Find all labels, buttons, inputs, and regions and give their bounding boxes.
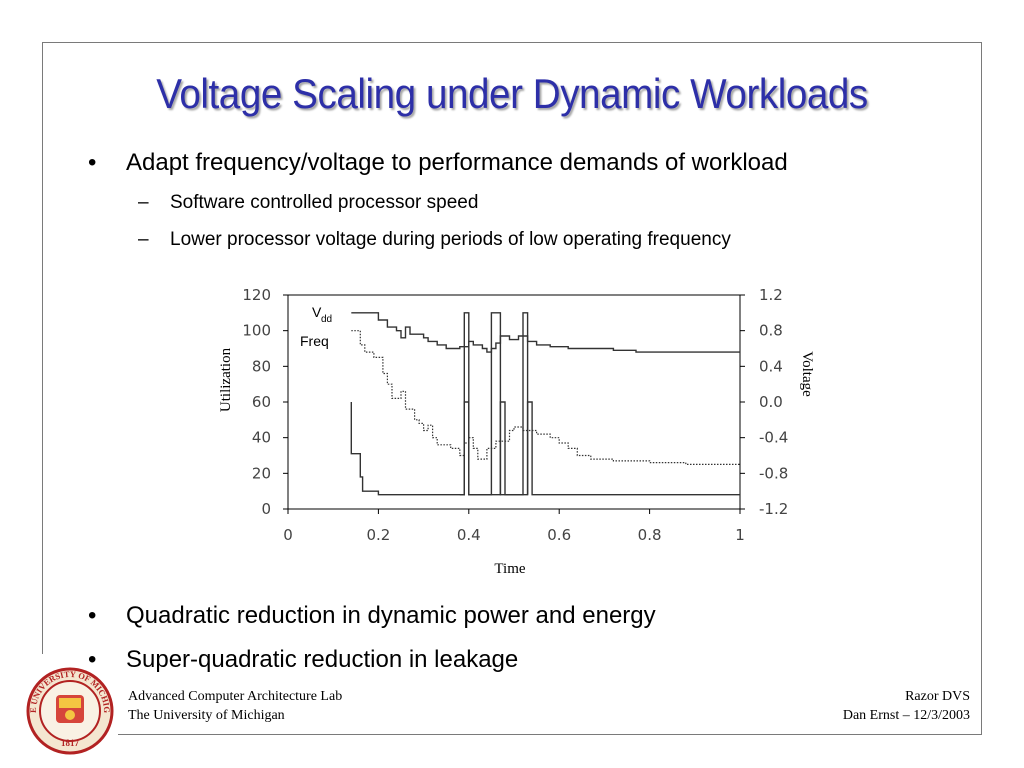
slide-title: Voltage Scaling under Dynamic Workloads [156, 70, 868, 117]
y-tick-label: 40 [252, 429, 271, 447]
y2-tick-label: -0.8 [759, 464, 788, 482]
bullet-adapt: Adapt frequency/voltage to performance d… [126, 149, 788, 176]
x-tick-label: 0.8 [638, 526, 662, 544]
axis-ticks [283, 294, 745, 514]
bullet-marker: • [88, 602, 97, 629]
voltage-scaling-chart: 0 0.2 0.4 0.6 0.8 1 0 20 40 60 80 100 120 -1.2 -0.8 -0.… [218, 286, 815, 577]
series-spikes-line [459, 312, 529, 496]
legend-freq-label: Freq [300, 333, 329, 349]
labels-layer: 0 0.2 0.4 0.6 0.8 1 0 20 40 60 80 100 120 -1.2 -0.8 -0.… [218, 286, 815, 577]
sub-bullet-software: Software controlled processor speed [170, 192, 479, 213]
series-freq-line [351, 330, 740, 465]
legend-vdd-subscript: dd [321, 314, 332, 325]
x-tick-label: 0.6 [547, 526, 571, 544]
dash-marker: – [138, 229, 149, 250]
dash-marker: – [138, 192, 149, 213]
legend-vdd-label: V [312, 304, 322, 320]
x-tick-label: 1 [735, 526, 745, 544]
x-tick-label: 0.4 [457, 526, 481, 544]
y-tick-label: 120 [242, 286, 271, 304]
x-tick-label: 0 [283, 526, 293, 544]
y-tick-label: 80 [252, 357, 271, 375]
y2-tick-label: -1.2 [759, 500, 788, 518]
footer-topic: Razor DVS [905, 689, 970, 704]
y2-tick-label: 0.0 [759, 393, 783, 411]
bullet-marker: • [88, 149, 97, 176]
y-tick-label: 20 [252, 464, 271, 482]
y2-tick-label: 0.8 [759, 322, 783, 340]
slide-frame-top [42, 42, 982, 43]
plot-border [287, 294, 741, 510]
bullet-marker: • [88, 646, 97, 673]
seal-year: 1817 [61, 738, 80, 748]
slide-frame-right [981, 42, 982, 734]
y2-tick-label: 1.2 [759, 286, 783, 304]
x-axis-label: Time [494, 561, 525, 577]
y-axis-label: Utilization [218, 347, 234, 412]
sub-bullet-lower-voltage: Lower processor voltage during periods o… [170, 229, 731, 250]
y-tick-label: 0 [261, 500, 271, 518]
slide-frame-left [42, 42, 43, 654]
series-utilization-line [350, 401, 740, 496]
series-vdd-line [351, 312, 740, 353]
y-tick-label: 60 [252, 393, 271, 411]
y2-tick-label: 0.4 [759, 357, 783, 375]
footer-university: The University of Michigan [128, 708, 285, 723]
bullet-leakage: Super-quadratic reduction in leakage [126, 646, 519, 673]
university-seal-icon: THE UNIVERSITY OF MICHIGAN 1817 [26, 667, 114, 755]
y-tick-label: 100 [242, 322, 271, 340]
footer-rule [118, 734, 982, 735]
footer-lab: Advanced Computer Architecture Lab [128, 689, 343, 704]
footer-author-date: Dan Ernst – 12/3/2003 [842, 708, 970, 723]
plot-frame [287, 294, 741, 510]
bullet-quadratic: Quadratic reduction in dynamic power and… [126, 602, 656, 629]
series-layer [350, 312, 740, 496]
y2-tick-label: -0.4 [759, 429, 788, 447]
y2-axis-label: Voltage [799, 351, 815, 397]
x-tick-label: 0.2 [366, 526, 390, 544]
